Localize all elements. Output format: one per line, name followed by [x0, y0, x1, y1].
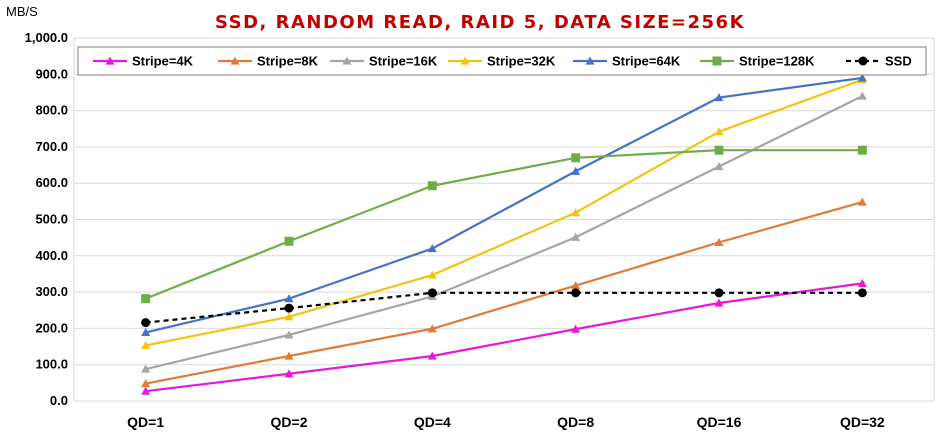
- x-tick-label: QD=8: [557, 414, 594, 430]
- data-point: [141, 318, 151, 328]
- data-point: [141, 294, 151, 304]
- series-stripe-64k: [141, 73, 867, 336]
- data-point: [427, 244, 437, 253]
- gridlines: [73, 37, 935, 402]
- series-line: [145, 78, 863, 347]
- data-point: [571, 166, 581, 175]
- data-point: [857, 288, 867, 298]
- x-tick-label: QD=4: [414, 414, 451, 430]
- data-point: [714, 127, 724, 136]
- series-line: [145, 95, 863, 371]
- data-point: [427, 324, 437, 333]
- y-tick-label: 1,000.0: [25, 30, 68, 45]
- series-ssd: [141, 288, 867, 328]
- data-point: [857, 73, 867, 82]
- y-axis-tick-labels: 0.0 100.0 200.0 300.0 400.0 500.0 600.0 700.0 80…: [25, 30, 68, 408]
- data-point: [571, 288, 581, 298]
- series-line: [145, 76, 863, 334]
- y-tick-label: 500.0: [35, 212, 68, 227]
- data-point: [141, 386, 151, 395]
- legend-label: SSD: [885, 54, 912, 69]
- legend-label: Stripe=64K: [612, 54, 681, 69]
- series-stripe-8k: [141, 197, 867, 388]
- legend-item: Stripe=32K: [448, 54, 556, 69]
- data-point: [857, 278, 867, 287]
- x-tick-label: QD=32: [840, 414, 885, 430]
- data-point: [284, 312, 294, 321]
- data-point: [714, 237, 724, 246]
- data-point: [284, 330, 294, 339]
- y-tick-label: 300.0: [35, 284, 68, 299]
- legend-item: Stripe=64K: [573, 54, 681, 69]
- legend-label: Stripe=8K: [257, 54, 319, 69]
- data-point: [714, 288, 724, 298]
- data-point: [857, 91, 867, 100]
- data-point: [284, 369, 294, 378]
- y-tick-label: 400.0: [35, 248, 68, 263]
- data-point: [712, 56, 722, 66]
- data-point: [427, 288, 437, 298]
- series-stripe-4k: [141, 278, 867, 395]
- y-axis-unit-label: MB/S: [6, 4, 38, 19]
- data-point: [427, 181, 437, 191]
- data-point: [571, 208, 581, 217]
- data-point: [714, 93, 724, 102]
- data-point: [284, 351, 294, 360]
- series-line: [145, 282, 863, 393]
- series-lines: [141, 73, 867, 395]
- data-point: [858, 56, 868, 66]
- y-tick-label: 100.0: [35, 357, 68, 372]
- data-point: [714, 298, 724, 307]
- legend-label: Stripe=4K: [132, 54, 194, 69]
- x-axis-tick-labels: QD=1 QD=2 QD=4 QD=8 QD=16 QD=32: [127, 414, 885, 430]
- legend-item: Stripe=16K: [330, 54, 438, 69]
- legend-label: Stripe=16K: [369, 54, 438, 69]
- data-point: [714, 162, 724, 171]
- y-tick-label: 900.0: [35, 66, 68, 81]
- x-tick-label: QD=16: [697, 414, 742, 430]
- data-point: [342, 56, 352, 65]
- series-stripe-16k: [141, 91, 867, 373]
- legend-item: Stripe=8K: [218, 54, 319, 69]
- legend-item: SSD: [846, 54, 912, 69]
- series-line: [145, 149, 863, 300]
- legend-item: Stripe=4K: [93, 54, 194, 69]
- data-point: [284, 294, 294, 303]
- data-point: [284, 303, 294, 313]
- data-point: [141, 379, 151, 388]
- series-line: [145, 291, 863, 324]
- data-point: [571, 232, 581, 241]
- legend: Stripe=4K Stripe=8K Stripe=16K Stripe=32K St…: [77, 46, 927, 76]
- y-tick-label: 200.0: [35, 320, 68, 335]
- legend-label: Stripe=128K: [739, 54, 815, 69]
- data-point: [857, 197, 867, 206]
- data-point: [460, 56, 470, 65]
- data-point: [230, 56, 240, 65]
- data-point: [141, 327, 151, 336]
- data-point: [427, 270, 437, 279]
- y-tick-label: 0.0: [50, 393, 68, 408]
- y-tick-label: 600.0: [35, 175, 68, 190]
- data-point: [141, 340, 151, 350]
- legend-label: Stripe=32K: [487, 54, 556, 69]
- series-line: [145, 201, 863, 385]
- data-point: [857, 145, 867, 155]
- series-stripe-128k: [141, 145, 867, 304]
- data-point: [585, 56, 595, 65]
- y-tick-label: 700.0: [35, 139, 68, 154]
- data-point: [427, 351, 437, 360]
- chart-title: SSD, RANDOM READ, RAID 5, DATA SIZE=256K: [215, 12, 745, 33]
- data-point: [105, 56, 115, 65]
- data-point: [141, 364, 151, 373]
- x-tick-label: QD=1: [127, 414, 164, 430]
- data-point: [571, 281, 581, 290]
- data-point: [571, 324, 581, 333]
- data-point: [571, 153, 581, 163]
- data-point: [284, 236, 294, 246]
- data-point: [714, 145, 724, 155]
- x-tick-label: QD=2: [271, 414, 308, 430]
- y-tick-label: 800.0: [35, 103, 68, 118]
- legend-item: Stripe=128K: [700, 54, 815, 69]
